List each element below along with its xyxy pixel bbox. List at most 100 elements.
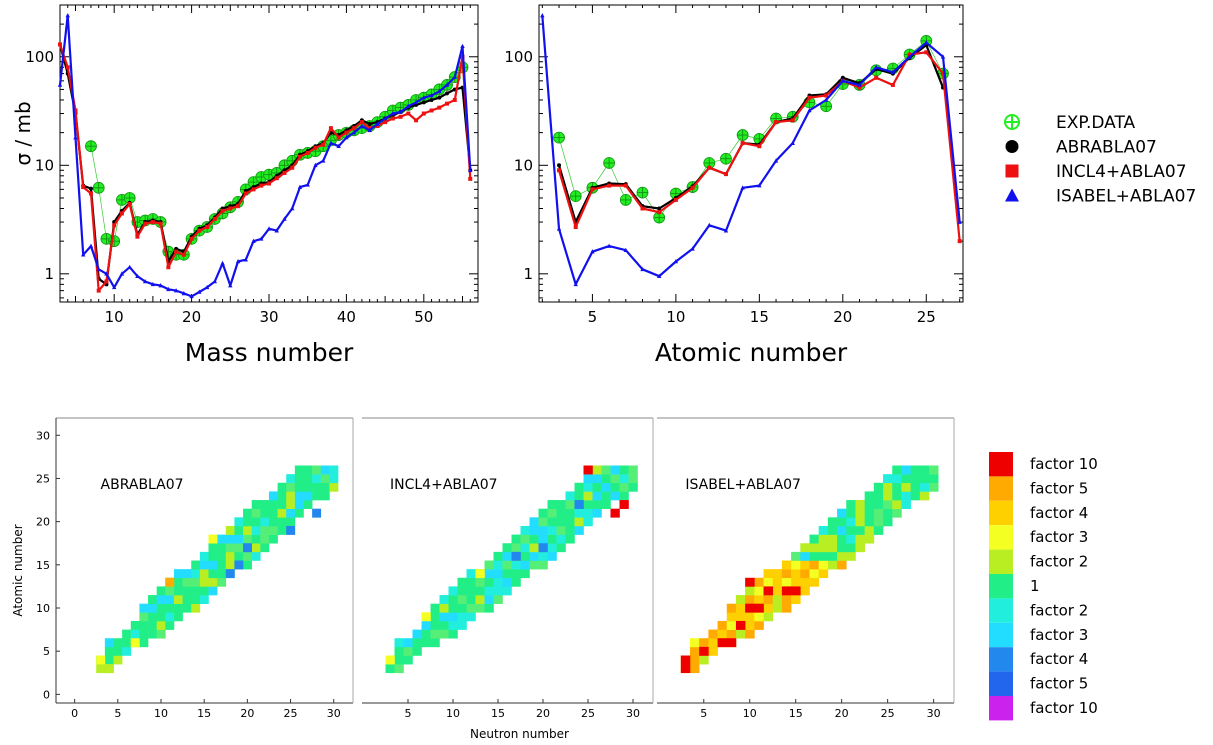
heatmap-cell: [303, 474, 313, 484]
data-point: [73, 108, 78, 113]
y-tick-label: 1: [523, 265, 533, 283]
heatmap-cell: [929, 474, 939, 484]
data-point: [243, 257, 248, 262]
heat-legend: factor 10 factor 5 factor 4 factor 3 factor …: [989, 452, 1098, 721]
heatmap-cell: [329, 465, 339, 475]
data-point: [251, 238, 256, 243]
data-point: [382, 115, 388, 121]
heatmap-cell: [846, 551, 856, 561]
heatmap-cell: [439, 620, 449, 630]
heatmap-cell: [873, 508, 884, 518]
data-point: [452, 74, 457, 79]
heat-legend-swatch: [989, 549, 1013, 574]
heatmap-cell: [148, 612, 157, 622]
heatmap-cell: [234, 534, 244, 544]
heatmap-cell: [448, 620, 458, 630]
heatmap-cell: [385, 664, 395, 674]
data-point: [351, 130, 357, 135]
heatmap-cell: [191, 595, 201, 604]
data-point: [421, 95, 427, 100]
heatmap-cell: [583, 500, 593, 509]
data-point: [166, 265, 171, 270]
heatmap-cell: [225, 525, 235, 535]
x-axis-label: Mass number: [185, 338, 354, 367]
data-point: [390, 111, 396, 116]
line-chart-1: 10 20 30 40 50 1 10 100 Mass number σ / mb: [11, 4, 479, 367]
heatmap-cell: [466, 612, 476, 622]
heatmap-cell: [122, 638, 132, 648]
heatmap-cell: [173, 577, 183, 587]
data-point: [88, 243, 94, 248]
heatmap-cell: [493, 551, 503, 561]
heatmap-cell: [294, 482, 304, 492]
heatmap-cell: [892, 465, 902, 475]
heatmap-cell: [156, 612, 166, 622]
heatmap-cell: [199, 577, 209, 587]
heatmap-cell: [763, 612, 774, 622]
heat-legend-swatch: [989, 622, 1013, 648]
heatmap-cell: [574, 508, 584, 518]
heatmap-cell: [439, 629, 449, 639]
heatmap-cell: [837, 560, 847, 570]
heatmap-cell: [619, 491, 629, 501]
series-isabel-abla07: [540, 13, 962, 287]
heatmap-cell: [96, 664, 106, 674]
heatmap-cell: [260, 508, 270, 518]
heatmap-cell: [448, 629, 458, 639]
heatmap-cell: [717, 620, 728, 630]
x-tick-label: 10: [105, 308, 124, 326]
data-point: [367, 122, 372, 127]
data-point: [790, 118, 795, 123]
heat-legend-swatch: [989, 525, 1013, 550]
heatmap-cell: [800, 586, 810, 596]
data-point: [96, 288, 101, 293]
heat-legend-swatch: [989, 574, 1013, 599]
heatmap-cell: [809, 569, 819, 579]
heatmap-cell: [592, 465, 602, 475]
data-point: [414, 118, 419, 123]
heatmap-cell: [855, 517, 865, 527]
heatmap-cell: [689, 646, 700, 656]
heatmap-cell: [430, 638, 440, 648]
heatmap-cell: [809, 551, 819, 561]
heat-legend-entry: factor 10: [989, 452, 1098, 477]
heatmap-cell: [484, 586, 494, 596]
data-point: [375, 121, 380, 126]
legend-marker-circle: [1005, 140, 1019, 153]
y-tick-label: 100: [504, 48, 533, 66]
heatmap-cell: [745, 595, 755, 604]
x-tick-label: 15: [491, 707, 505, 720]
heatmap-3: 5 10 15 20 25 30 ISABEL+ABLA07: [657, 417, 955, 720]
heatmap-cell: [439, 595, 449, 604]
heatmap-cell: [277, 517, 287, 527]
data-point: [429, 97, 434, 102]
data-point: [220, 260, 225, 266]
heatmap-cell: [837, 534, 847, 544]
x-tick-label: 25: [581, 707, 595, 720]
heatmap-cell: [191, 569, 201, 579]
data-point: [557, 163, 562, 168]
heatmap-cell: [312, 482, 322, 492]
heatmap-cell: [910, 474, 921, 484]
heatmap-cell: [929, 482, 939, 492]
heatmap-cell: [421, 620, 431, 630]
data-point: [445, 101, 450, 106]
heatmap-cell: [619, 465, 629, 475]
heatmap-cell: [412, 646, 422, 656]
heatmap-cell: [243, 525, 252, 535]
heatmap-cell: [800, 569, 810, 579]
data-point: [282, 216, 287, 221]
heatmap-cell: [199, 569, 209, 579]
x-tick-label: 20: [182, 308, 201, 326]
heatmap-cell: [855, 508, 865, 518]
data-point: [873, 64, 879, 70]
heatmap-cell: [699, 655, 709, 665]
heatmap-cell: [818, 551, 829, 561]
heatmap-cell: [268, 534, 278, 544]
heatmap-cell: [529, 517, 539, 527]
heatmap-cell: [511, 543, 521, 553]
heatmap-cell: [268, 508, 278, 518]
heatmap-cell: [809, 577, 819, 587]
heatmap-cell: [243, 534, 252, 544]
heatmap-cell: [910, 491, 921, 501]
